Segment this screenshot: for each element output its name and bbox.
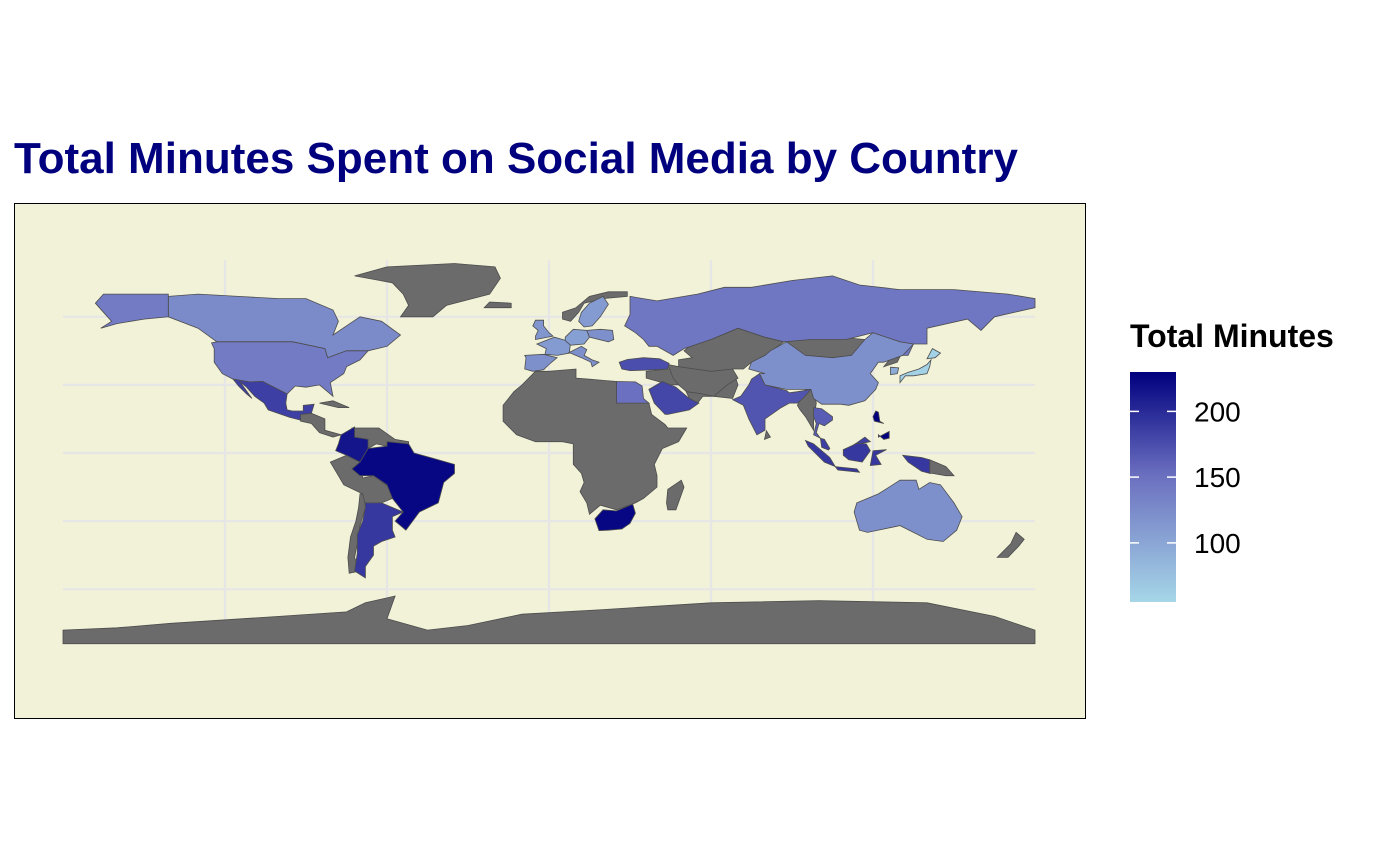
region-indonesia-java bbox=[834, 466, 861, 473]
legend-title: Total Minutes bbox=[1130, 318, 1334, 354]
no-data-africa-rest bbox=[502, 368, 688, 516]
region-thailand bbox=[813, 407, 833, 439]
region-south-korea bbox=[890, 366, 900, 376]
region-india bbox=[731, 373, 812, 436]
no-data-iceland bbox=[483, 301, 512, 309]
no-data-iran-afghanistan bbox=[667, 363, 739, 397]
region-brazil bbox=[351, 441, 455, 531]
region-alaska bbox=[94, 293, 169, 329]
region-turkey bbox=[618, 357, 670, 372]
region-egypt bbox=[616, 381, 650, 404]
region-argentina bbox=[354, 502, 405, 579]
region-indonesia-kalimantan bbox=[842, 443, 871, 463]
chart-title: Total Minutes Spent on Social Media by C… bbox=[14, 134, 1018, 183]
no-data-madagascar bbox=[666, 479, 685, 511]
no-data-central-america-rest bbox=[300, 412, 343, 438]
no-data-sri-lanka bbox=[763, 429, 771, 441]
region-italy bbox=[567, 345, 600, 368]
colorbar-gradient bbox=[1130, 372, 1176, 602]
region-philippines-south bbox=[878, 430, 890, 440]
region-philippines-luzon bbox=[872, 410, 884, 424]
data-regions bbox=[94, 275, 1036, 579]
region-sweden bbox=[578, 295, 609, 328]
region-germany bbox=[564, 328, 590, 346]
region-japan-hokkaido bbox=[926, 348, 942, 360]
colorbar: 200 150 100 bbox=[1130, 372, 1241, 602]
region-indonesia-papua bbox=[901, 454, 931, 474]
region-japan bbox=[899, 358, 932, 384]
no-data-new-zealand bbox=[996, 531, 1025, 558]
region-mexico bbox=[232, 378, 315, 421]
region-indonesia-sulawesi bbox=[869, 449, 887, 466]
legend: Total Minutes 200 150 100 bbox=[1128, 318, 1390, 618]
region-south-africa bbox=[594, 503, 636, 532]
no-data-antarctica bbox=[62, 595, 1036, 645]
no-data-scandinavia-north bbox=[562, 291, 628, 322]
region-malaysia-peninsula bbox=[819, 437, 831, 451]
region-spain bbox=[524, 353, 558, 372]
no-data-greenland bbox=[354, 263, 501, 318]
map-panel bbox=[14, 203, 1086, 719]
world-map bbox=[14, 203, 1086, 719]
colorbar-ticks: 200 150 100 bbox=[1130, 396, 1241, 559]
region-russia bbox=[624, 275, 1036, 356]
region-saudi-arabia bbox=[648, 381, 700, 415]
region-united-states bbox=[210, 341, 369, 398]
colorbar-tick-label: 150 bbox=[1194, 462, 1241, 493]
region-france bbox=[535, 336, 572, 356]
no-data-cuba bbox=[319, 400, 350, 408]
colorbar-tick-label: 200 bbox=[1194, 396, 1241, 427]
region-china bbox=[748, 332, 915, 406]
region-australia bbox=[853, 479, 963, 542]
region-poland bbox=[586, 328, 615, 343]
colorbar-tick-label: 100 bbox=[1194, 528, 1241, 559]
region-united-kingdom bbox=[532, 319, 554, 340]
